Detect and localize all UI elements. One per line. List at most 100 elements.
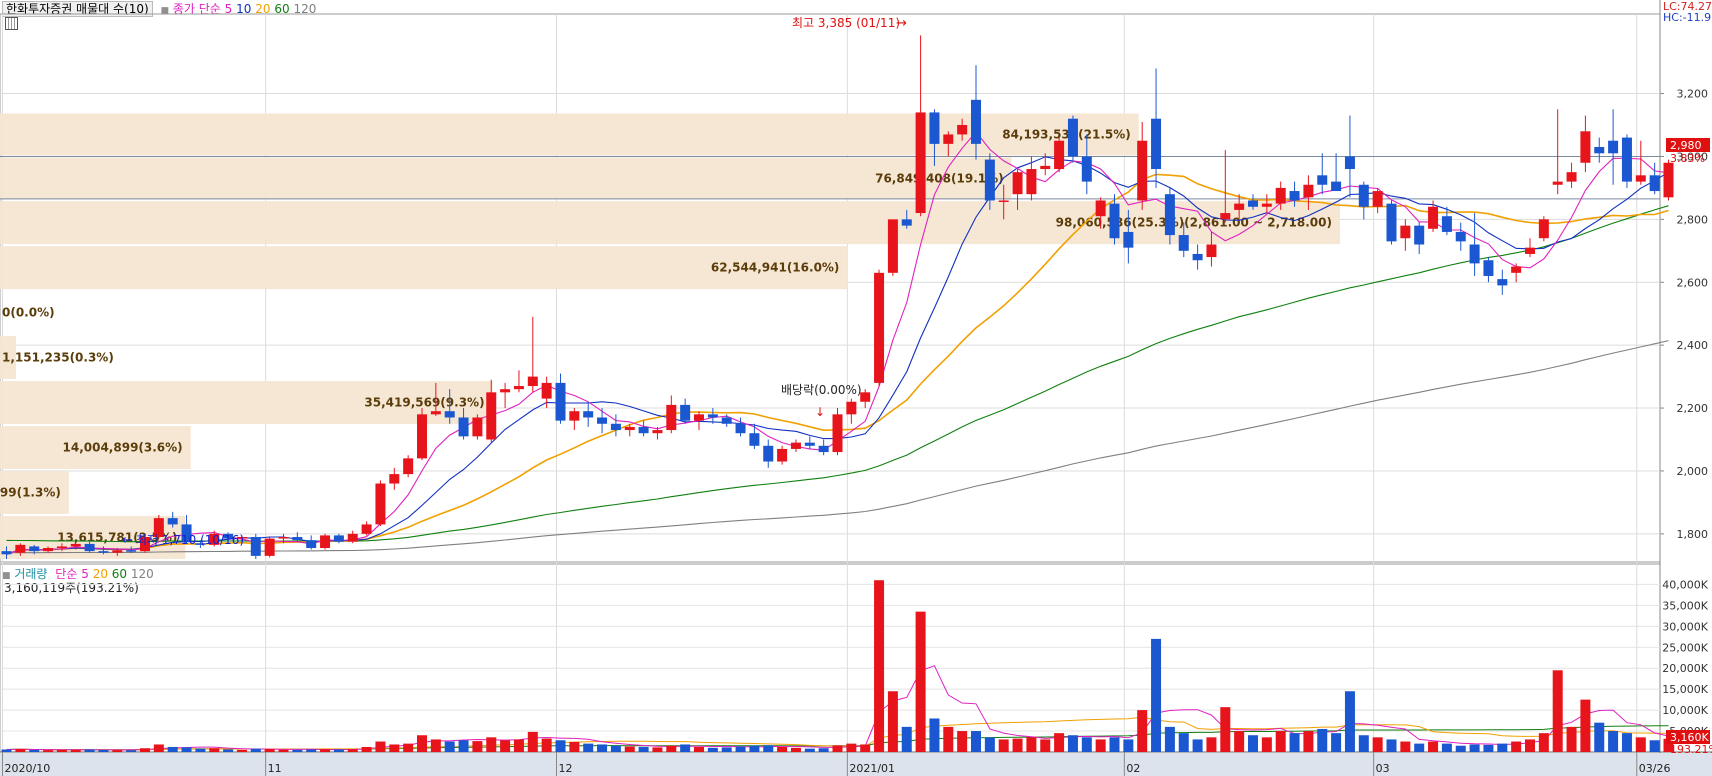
ma-legend-10[interactable]: 10 [236,2,252,16]
volume-bar [181,747,192,752]
price-tick-label: 1,800 [1677,528,1709,541]
volume-bar [209,748,220,752]
candle-body [486,392,497,440]
volume-profile-label: 0(0.0%) [2,306,55,320]
volume-bar [1428,741,1439,752]
volume-bar [1497,743,1508,752]
volume-bar [1275,731,1286,752]
volume-bar [1,749,12,752]
ma-120-line [6,340,1669,554]
candles [1,35,1674,560]
volume-bar [140,748,150,752]
candle-body [1358,184,1369,207]
volume-bar [320,749,331,752]
volume-bar [1552,670,1563,752]
volume-bar [1220,707,1231,752]
volume-profile-bar [0,381,493,425]
volume-bar [541,738,552,752]
volume-bar [929,718,940,752]
volume-bar [860,744,871,752]
ma-legend-prefix: 종가 단순 [172,2,221,16]
time-tick-label: 02 [1126,762,1140,775]
volume-bar [56,749,67,752]
candle-body [278,536,289,539]
volume-bar [915,611,926,752]
lc-readout: LC:74.27 [1663,0,1712,13]
volume-tick-label: 35,000K [1662,599,1708,612]
volume-bar [597,744,608,752]
candle-body [735,423,746,434]
volume-ma-120[interactable]: 120 [130,567,154,581]
candle-body [929,112,940,144]
candle-body [652,430,663,434]
ma-legend-20[interactable]: 20 [255,2,271,16]
volume-bar [804,748,815,752]
volume-profile-bar [0,157,1012,200]
candle-body [472,417,483,437]
volume-profile-bar [0,426,191,470]
volume-bar [1261,737,1272,752]
candle-body [1455,231,1466,242]
candle-body [846,401,857,415]
candle-body [638,426,649,434]
candle-body [832,414,843,453]
candle-body [1164,194,1175,236]
volume-bar [1123,739,1134,752]
candle-body [1,551,12,555]
ma-legend-120[interactable]: 120 [293,2,317,16]
volume-ma-60[interactable]: 60 [111,567,128,581]
volume-bar [98,749,109,752]
current-volume-pct: 193.21% [1670,743,1712,756]
axes: 3,200 3,000 2,800 2,600 2,400 2,200 2,000 1,800… [2,88,1709,776]
volume-bars [1,580,1674,752]
candle-body [389,474,400,484]
candle-body [1594,147,1605,154]
candle-body [1497,279,1508,286]
time-tick-label: 2020/10 [5,762,51,775]
volume-profile-label: 84,193,534(21.5%) [1002,127,1131,141]
volume-bar [1580,699,1591,752]
candle-body [1566,172,1577,182]
candle-body [555,382,566,421]
candle-body [624,426,635,431]
candle-body [915,112,926,214]
volume-ma-20[interactable]: 20 [92,567,108,581]
candle-body [1580,131,1591,163]
volume-bar [1511,741,1522,752]
volume-bar [84,749,95,752]
high-arrow-icon: → [896,16,907,31]
grid-settings-icon[interactable] [5,17,18,30]
volume-header: ■ 거래량 단순 5 20 60 120 [2,565,154,582]
volume-bar [389,744,400,752]
volume-bar [735,746,746,752]
candle-body [597,417,608,424]
chart-title[interactable]: 한화투자증권 매물대 수(10) [2,1,153,17]
volume-bar [610,745,621,752]
candle-body [1386,203,1397,242]
volume-bar [1400,741,1411,752]
candle-body [430,411,441,415]
ma-legend-5[interactable]: 5 [224,2,233,16]
volume-bar [777,746,788,752]
volume-bar [1054,733,1065,752]
volume-bar [1538,733,1549,752]
candle-body [1428,206,1439,229]
volume-bar [1372,737,1383,752]
volume-bar [126,750,137,752]
candle-body [264,538,275,556]
volume-bar [721,747,732,752]
candle-body [1054,140,1065,170]
ma-legend-60[interactable]: 60 [274,2,290,16]
volume-bar [1469,744,1480,752]
candle-body [167,518,178,525]
candle-body [333,535,344,542]
candle-body [1178,235,1189,251]
candle-body [1275,187,1286,204]
volume-bar [1067,735,1078,752]
price-tick-label: 2,000 [1677,465,1709,478]
candle-body [250,536,261,556]
candle-body [860,392,871,402]
volume-ma-5[interactable]: 5 [81,567,89,581]
volume-title[interactable]: 거래량 [14,567,48,581]
